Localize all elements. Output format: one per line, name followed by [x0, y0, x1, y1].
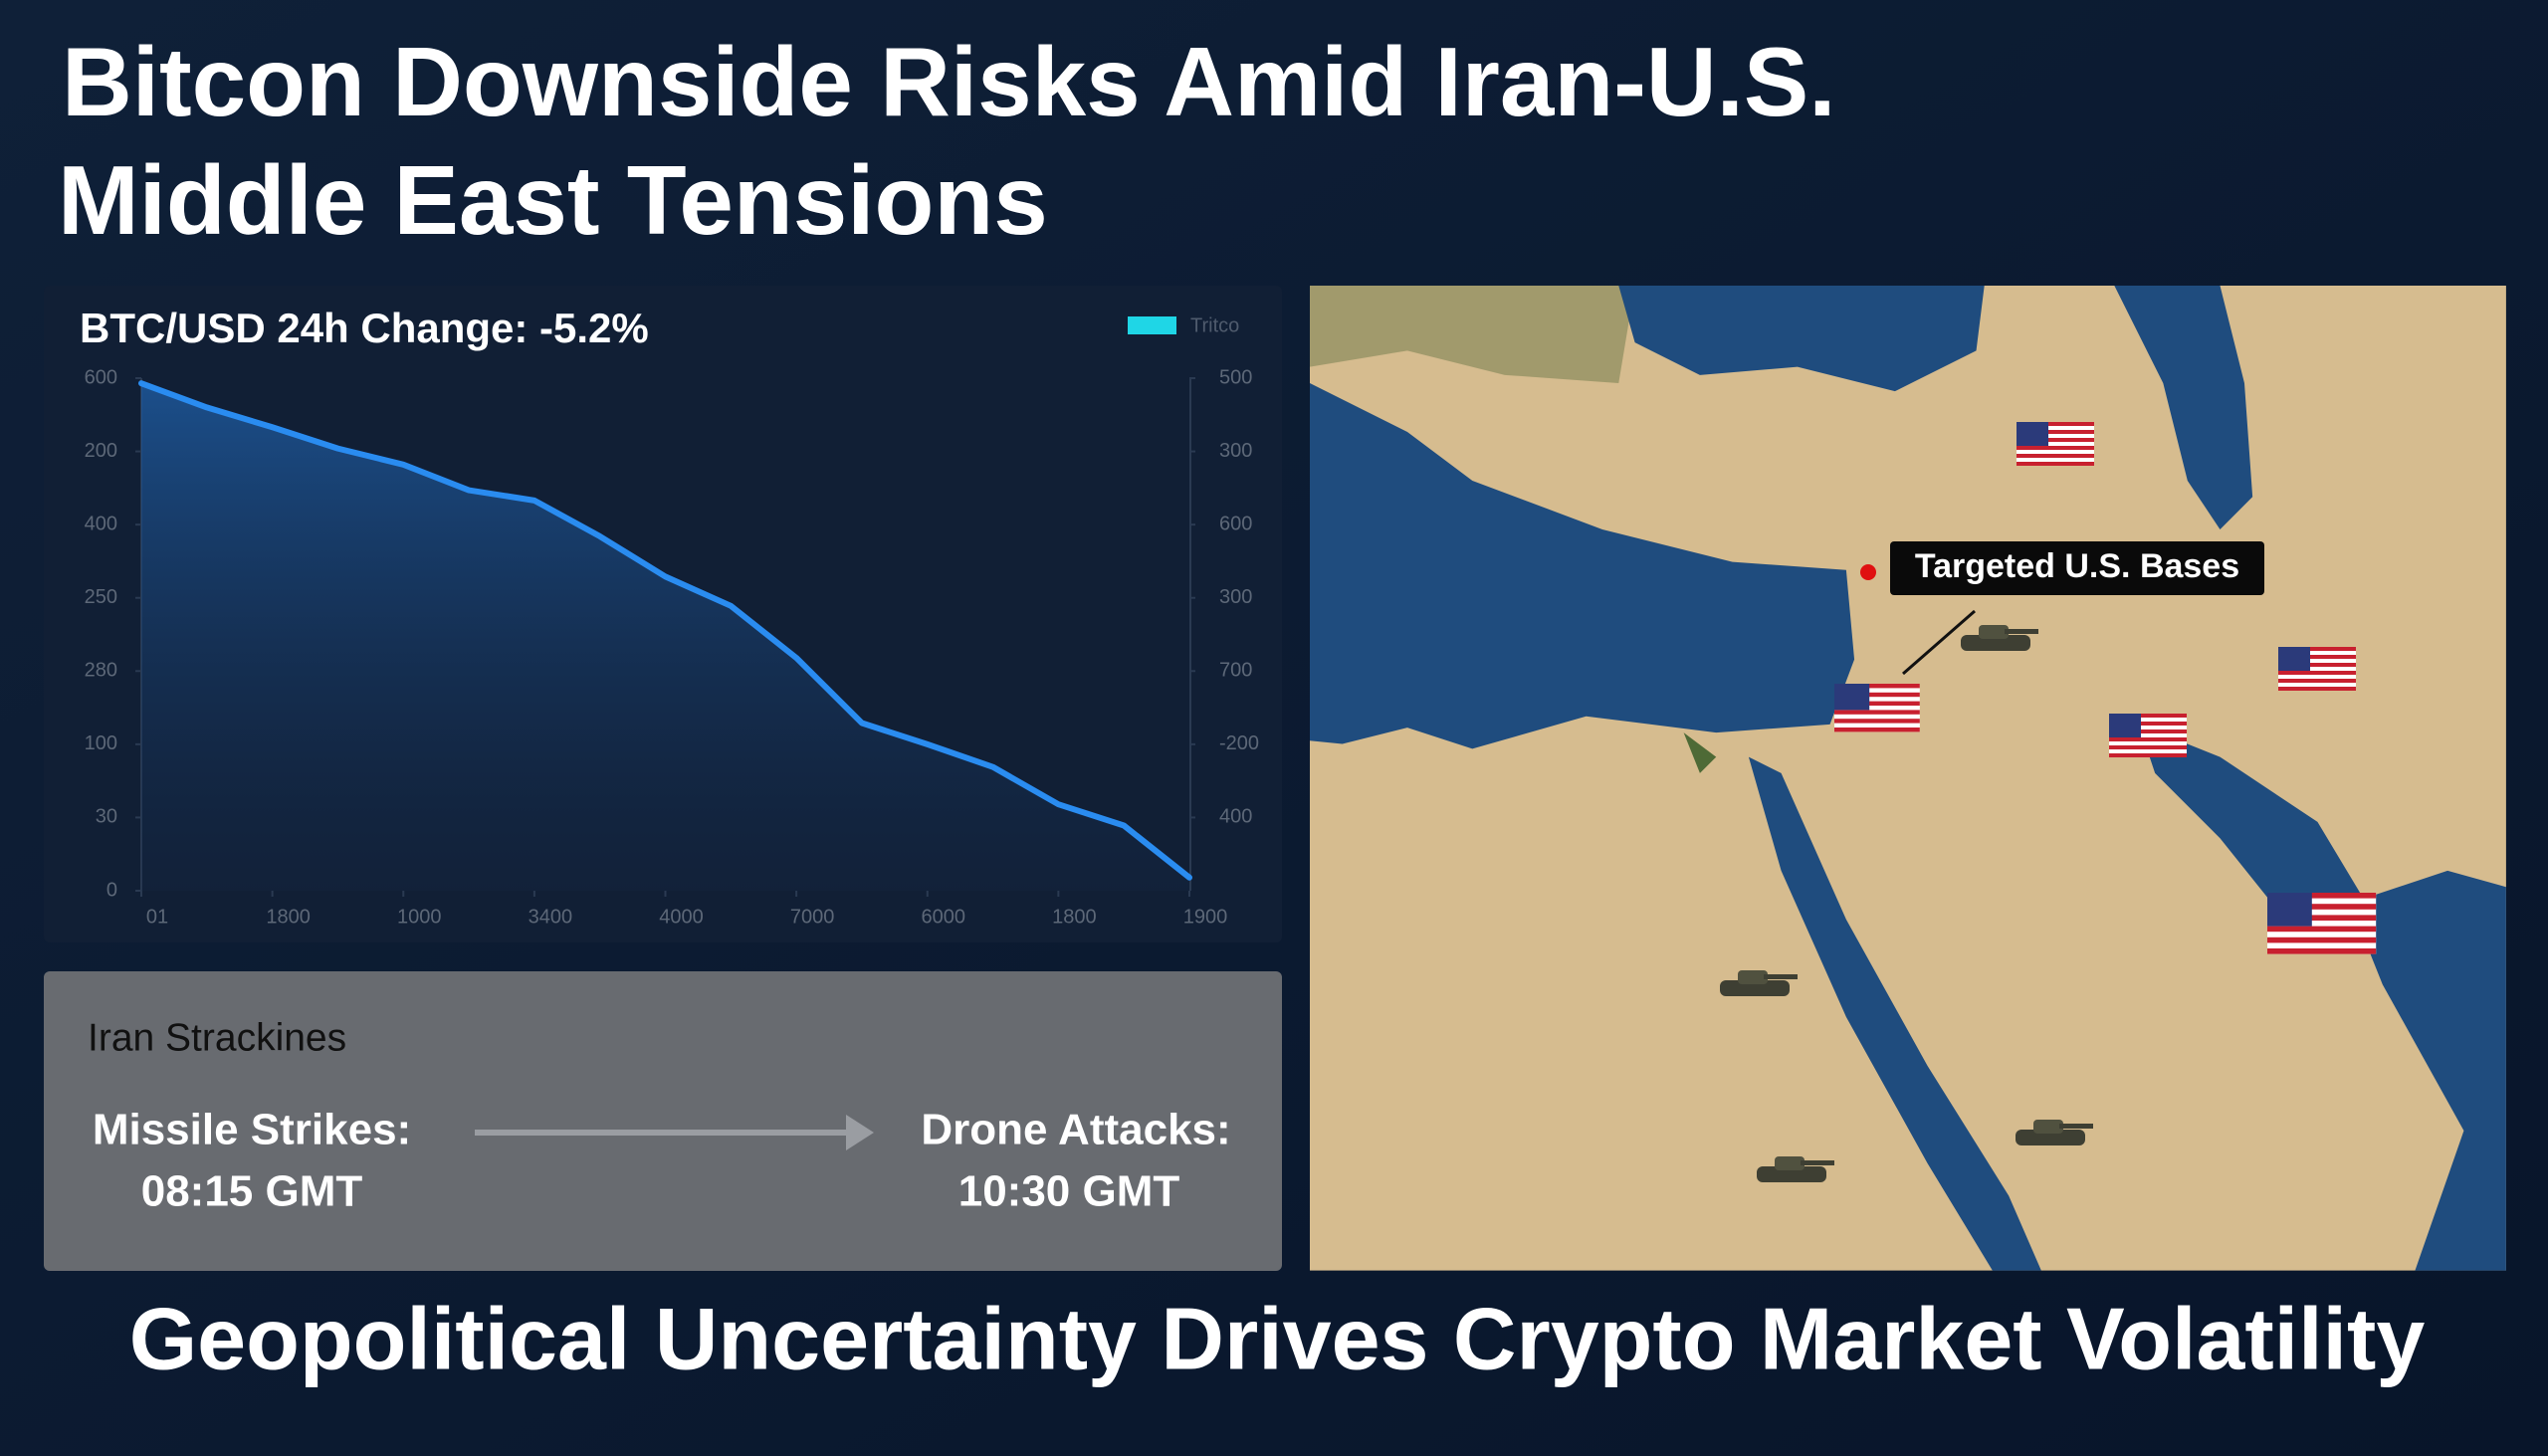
- timeline-title: Iran Strackines: [88, 1016, 346, 1059]
- y2-tick-label: 300: [1219, 586, 1252, 608]
- y2-tick-label: 500: [1219, 366, 1252, 388]
- x-tick-label: 3400: [529, 906, 573, 928]
- y-tick-label: 0: [106, 879, 117, 901]
- y2-tick-label: -200: [1219, 732, 1259, 754]
- map: [1310, 286, 2506, 1271]
- line: [138, 380, 1192, 881]
- y-tick-label: 100: [85, 732, 117, 754]
- y-tick-label: 280: [85, 660, 117, 682]
- map-label: Targeted U.S. Bases: [1915, 547, 2239, 585]
- event-label: Drone Attacks:: [921, 1106, 1230, 1154]
- x-tick-label: 1900: [1183, 906, 1228, 928]
- x-tick-label: 1800: [1052, 906, 1097, 928]
- footer: Geopolitical Uncertainty Drives Crypto M…: [129, 1289, 2426, 1387]
- y-tick-label: 600: [85, 366, 117, 388]
- event-time: 08:15 GMT: [141, 1167, 363, 1216]
- event-label: Missile Strikes:: [93, 1106, 411, 1154]
- plot: 0 30 100 280 250 400 200 600 400 -200 700 300 600 300…: [85, 366, 1259, 928]
- x-tick-label: 01: [146, 906, 168, 928]
- title-line: Bitcon Downside Risks Amid Iran-U.S.: [62, 27, 1835, 136]
- timeline-panel: [44, 971, 1282, 1271]
- title-line: Middle East Tensions: [58, 145, 1048, 255]
- x-tick-label: 7000: [790, 906, 835, 928]
- y-tick-label: 200: [85, 440, 117, 462]
- y2-tick-label: 600: [1219, 513, 1252, 534]
- y-tick-label: 400: [85, 513, 117, 534]
- y-tick-label: 250: [85, 586, 117, 608]
- map-label-box: [1890, 541, 2264, 595]
- y2-tick-label: 700: [1219, 660, 1252, 682]
- legend-swatch: [1128, 316, 1176, 334]
- arrow-head: [846, 1115, 874, 1150]
- legend-label: Tritco: [1190, 314, 1239, 336]
- event-time: 10:30 GMT: [958, 1167, 1180, 1216]
- map-markers: [1720, 422, 2377, 1182]
- y2-tick-label: 400: [1219, 806, 1252, 828]
- chart-title: BTC/USD 24h Change: -5.2%: [80, 305, 649, 351]
- y-tick-label: 30: [96, 806, 117, 828]
- area: [141, 383, 1189, 891]
- y2-tick-label: 300: [1219, 440, 1252, 462]
- x-tick-label: 6000: [922, 906, 966, 928]
- x-tick-label: 1800: [266, 906, 311, 928]
- x-tick-label: 1000: [397, 906, 442, 928]
- x-tick-label: 4000: [659, 906, 704, 928]
